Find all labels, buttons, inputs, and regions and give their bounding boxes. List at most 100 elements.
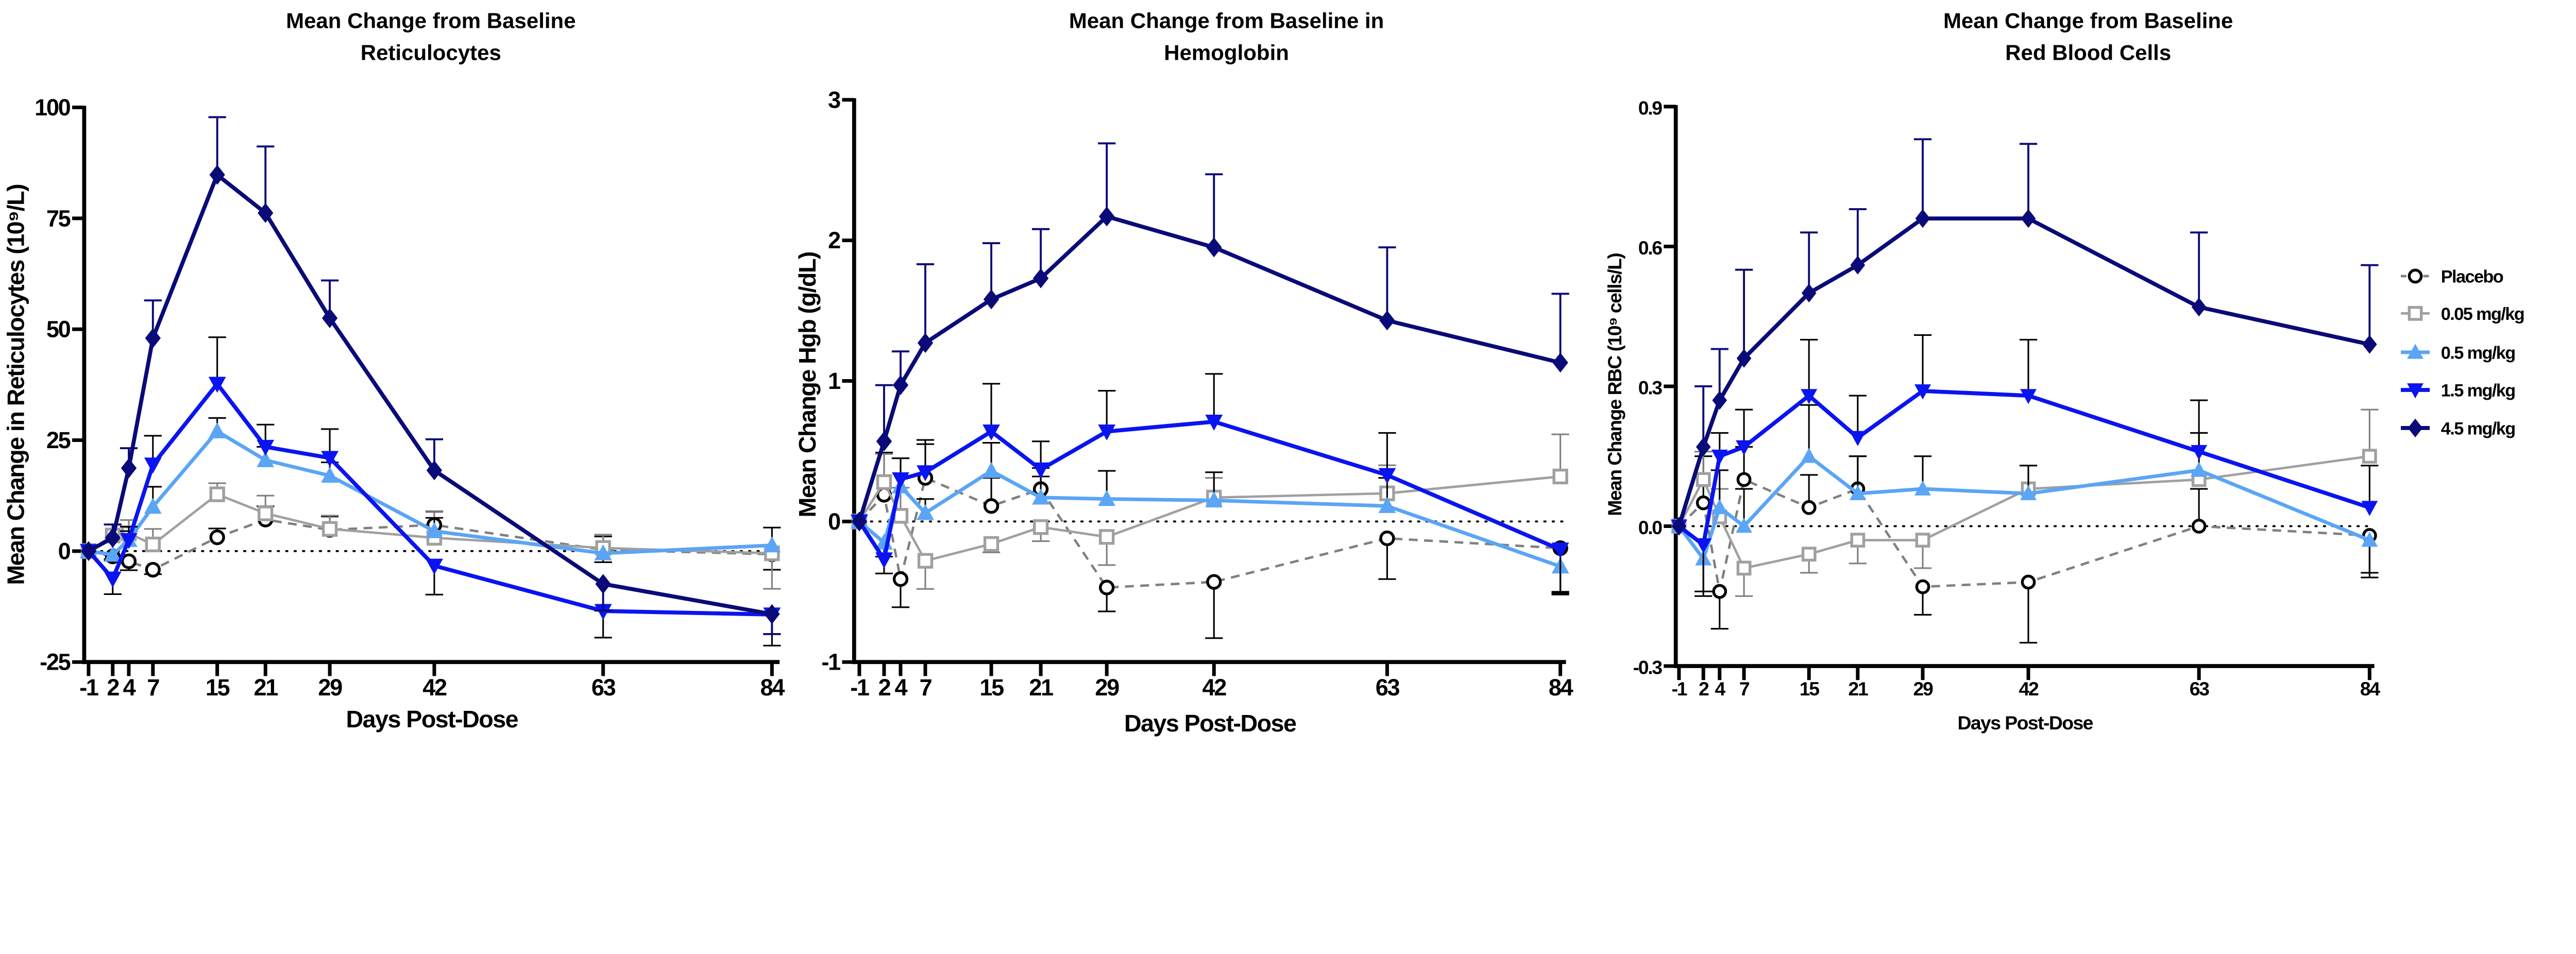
triangle-up-marker: [1801, 448, 1818, 463]
diamond-marker: [121, 458, 137, 479]
y-tick-label: 0.3: [1638, 377, 1662, 399]
chart-title-line: Mean Change from Baseline in: [1069, 8, 1384, 32]
x-tick-label: 21: [1029, 674, 1053, 701]
diamond-marker: [321, 308, 338, 328]
circle-marker: [2021, 574, 2036, 590]
triangle-up-marker: [104, 546, 122, 562]
circle-marker: [1801, 500, 1817, 515]
triangle-down-marker: [1098, 424, 1116, 441]
x-tick-label: 42: [2019, 678, 2039, 700]
triangle-down-marker: [120, 533, 138, 549]
diamond-marker: [595, 574, 611, 594]
triangle-down-marker: [892, 472, 909, 488]
diamond-marker: [876, 431, 892, 452]
legend-item: 0.05 mg/kg: [2401, 304, 2525, 324]
circle-marker: [1379, 530, 1395, 547]
triangle-up-marker: [1914, 480, 1931, 496]
diamond-marker: [851, 512, 868, 532]
x-tick-label: 7: [1739, 678, 1750, 700]
square-marker: [1696, 472, 1711, 487]
triangle-up-marker: [257, 451, 275, 467]
y-tick-label: 100: [35, 94, 71, 121]
series-line: [1678, 478, 2370, 593]
x-tick-label: 42: [422, 674, 447, 701]
diamond-marker: [1736, 349, 1752, 368]
circle-marker: [121, 553, 137, 569]
triangle-up-marker: [208, 422, 226, 438]
diamond-marker: [1671, 517, 1687, 536]
y-tick-label: 3: [828, 87, 840, 113]
triangle-up-marker: [426, 522, 443, 538]
triangle-down-marker: [2191, 445, 2208, 461]
circle-marker: [1696, 495, 1711, 510]
series-line: [858, 475, 1561, 563]
chart-panel-1: Mean Change from Baseline Reticulocytes 10…: [3, 8, 786, 732]
square-marker: [876, 474, 892, 490]
triangle-up-marker: [1032, 488, 1050, 505]
square-marker: [1850, 533, 1866, 548]
x-tick-label: 84: [760, 674, 785, 701]
legend-item: Placebo: [2401, 267, 2504, 286]
circle-marker: [983, 498, 999, 514]
legend-label: 4.5 mg/kg: [2441, 419, 2515, 438]
x-tick-label: 15: [206, 674, 230, 701]
diamond-marker: [426, 460, 443, 481]
diamond-marker: [209, 165, 225, 185]
circle-marker: [145, 561, 161, 578]
y-tick-label: 50: [46, 316, 71, 343]
triangle-up-marker: [594, 544, 612, 560]
square-marker: [145, 536, 161, 553]
triangle-up-marker: [2020, 485, 2037, 500]
series-line: [1677, 389, 2370, 547]
triangle-down-marker: [1711, 449, 1728, 465]
diamond-marker: [145, 328, 161, 348]
y-axis-title: Mean Change RBC (10⁹ cells/L): [1604, 253, 1625, 516]
x-tick-label: 4: [123, 674, 136, 701]
square-marker: [1552, 468, 1568, 485]
chart-panel-3: Mean Change from Baseline Red Blood Cells…: [1604, 8, 2382, 733]
triangle-up-marker: [1205, 491, 1223, 508]
triangle-down-marker: [1801, 389, 1818, 404]
y-tick-label: 2: [828, 227, 840, 253]
diamond-marker: [1099, 206, 1115, 227]
x-tick-label: 2: [1699, 678, 1709, 700]
circle-marker: [892, 571, 909, 587]
y-tick-label: -0.3: [1633, 657, 1663, 678]
chart-panel-2: Mean Change from Baseline in Hemoglobin 3 2…: [794, 8, 1574, 736]
chart-title-line: Mean Change from Baseline: [286, 8, 575, 32]
x-axis-title: Days Post-Dose: [346, 706, 518, 732]
triangle-down-marker: [1849, 431, 1866, 446]
y-tick-label: 75: [46, 205, 71, 231]
series-0-5-mg-kg: [1670, 404, 2379, 597]
triangle-up-marker: [1098, 490, 1116, 506]
diamond-marker: [2191, 297, 2207, 317]
series-line: [858, 476, 1561, 589]
x-tick-label: 2: [878, 674, 891, 701]
y-tick-label: -25: [40, 649, 70, 675]
series-0-05-mg-kg: [851, 433, 1569, 590]
triangle-down-marker: [2361, 501, 2378, 516]
triangle-down-marker: [1736, 440, 1753, 456]
diamond-marker: [105, 527, 121, 548]
diamond-marker: [1712, 390, 1727, 410]
series-line: [857, 419, 1562, 561]
x-tick-label: -1: [79, 674, 98, 701]
triangle-down-legend-marker: [2407, 383, 2424, 399]
triangle-up-marker: [2191, 462, 2208, 477]
series-line: [858, 469, 1561, 568]
triangle-down-marker: [917, 465, 934, 482]
square-marker: [983, 536, 999, 552]
triangle-down-marker: [875, 552, 893, 569]
circle-marker: [1736, 472, 1752, 487]
square-legend-marker: [2408, 305, 2423, 321]
series-line: [87, 382, 772, 617]
triangle-up-marker: [1378, 497, 1396, 513]
legend-label: 1.5 mg/kg: [2441, 381, 2515, 400]
y-axis-title: Mean Change Hgb (g/dL): [794, 252, 821, 517]
triangle-up-marker: [144, 498, 162, 514]
x-tick-label: 29: [1095, 674, 1119, 701]
x-tick-label: -1: [850, 674, 869, 701]
x-tick-label: 63: [591, 674, 616, 701]
series-1-5-mg-kg: [851, 373, 1569, 593]
x-tick-label: 21: [1848, 678, 1868, 700]
